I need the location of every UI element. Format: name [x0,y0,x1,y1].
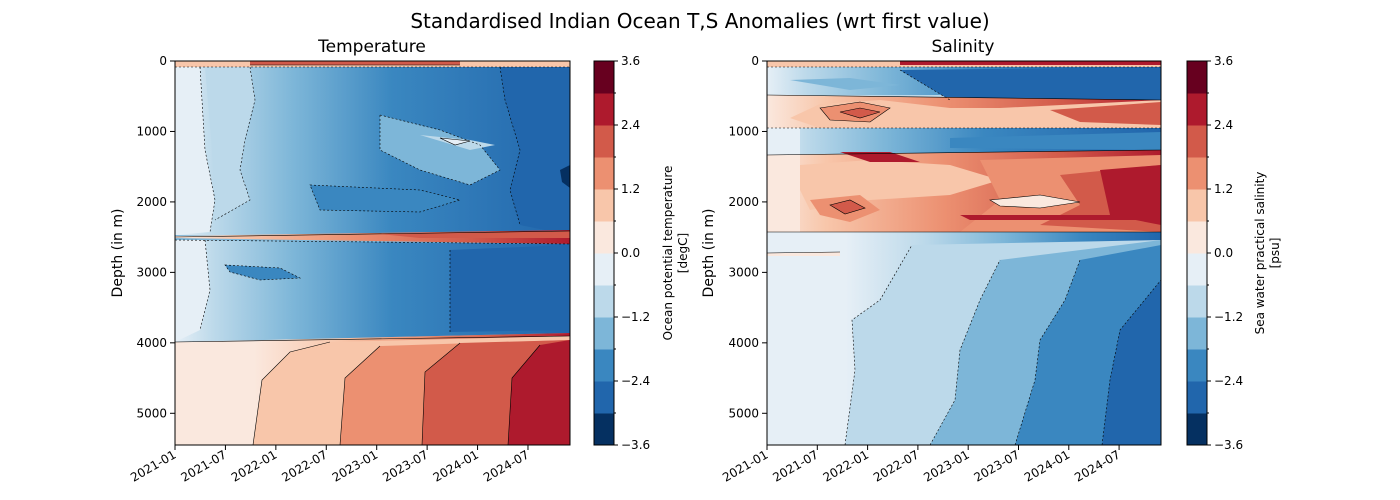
figure-title: Standardised Indian Ocean T,S Anomalies … [410,9,989,33]
salinity-y-axis: 0 1000 2000 3000 4000 5000 [728,54,767,420]
colorbar-segment [1187,285,1207,318]
x-tick-label: 2023-01 [330,447,380,484]
x-tick-label: 2021-07 [179,447,229,484]
temperature-title: Temperature [317,37,426,57]
salinity-colorbar-label-line2: [psu] [1268,238,1282,269]
y-tick-label: 5000 [728,406,759,420]
colorbar-tick-label: 1.2 [1214,182,1233,196]
colorbar-segment [594,349,614,382]
colorbar-segment [1187,413,1207,446]
temperature-colorbar-label-line2: [degC] [676,233,690,273]
salinity-ylabel: Depth (in m) [701,209,717,298]
colorbar-tick-label: −1.2 [1214,310,1243,324]
x-tick-label: 2022-01 [821,447,871,484]
colorbar-tick-label: 3.6 [621,54,640,68]
colorbar-tick-label: 1.2 [621,182,640,196]
colorbar-segment [594,253,614,286]
colorbar-segment [594,93,614,126]
temperature-panel: Temperature [110,37,571,485]
colorbar-segment [594,381,614,414]
colorbar-tick-label: 0.0 [1214,246,1233,260]
x-tick-label: 2023-07 [972,447,1022,484]
x-tick-label: 2024-01 [1022,447,1072,484]
y-tick-label: 4000 [728,336,759,350]
salinity-title: Salinity [932,37,995,57]
temperature-y-axis: 0 1000 2000 3000 4000 5000 [136,54,175,420]
y-tick-label: 1000 [728,124,759,138]
colorbar-segment [594,413,614,446]
colorbar-tick-label: −3.6 [1214,438,1243,452]
y-tick-label: 2000 [136,195,167,209]
x-tick-label: 2021-07 [770,447,820,484]
temperature-ylabel: Depth (in m) [110,209,126,298]
x-tick-label: 2022-07 [279,447,329,484]
y-tick-label: 3000 [728,265,759,279]
salinity-colorbar-label-line1: Sea water practical salinity [1253,172,1267,335]
salinity-contour-field [766,61,1162,446]
colorbar-segment [1187,253,1207,286]
colorbar-segment [594,189,614,222]
colorbar-segment [594,285,614,318]
colorbar-tick-label: 0.0 [621,246,640,260]
salinity-colorbar: 3.6 2.4 1.2 0.0 −1.2 −2.4 −3.6 [1186,54,1243,452]
y-tick-label: 5000 [136,406,167,420]
colorbar-segment [594,157,614,190]
colorbar-segment [1187,317,1207,350]
colorbar-segment [1187,189,1207,222]
salinity-x-axis: 2021-01 2021-07 2022-01 2022-07 2023-01 2023-… [720,445,1123,485]
x-tick-label: 2023-01 [921,447,971,484]
y-tick-label: 0 [751,54,759,68]
x-tick-label: 2023-07 [380,447,430,484]
y-tick-label: 0 [159,54,167,68]
colorbar-segment [1187,221,1207,254]
y-tick-label: 2000 [728,195,759,209]
colorbar-tick-label: 2.4 [1214,118,1233,132]
x-tick-label: 2021-01 [128,447,178,484]
colorbar-tick-label: 3.6 [1214,54,1233,68]
colorbar-segment [1187,157,1207,190]
colorbar-segment [594,221,614,254]
colorbar-tick-label: −2.4 [621,374,650,388]
x-tick-label: 2024-01 [431,447,481,484]
colorbar-segment [1187,93,1207,126]
colorbar-segment [594,317,614,350]
colorbar-segment [1187,61,1207,94]
temperature-colorbar: 3.6 2.4 1.2 0.0 −1.2 −2.4 −3.6 [593,54,650,452]
colorbar-segment [1187,381,1207,414]
temperature-x-axis: 2021-01 2021-07 2022-01 2022-07 2023-01 2023-… [128,445,531,485]
colorbar-segment [594,125,614,158]
colorbar-segment [1187,125,1207,158]
colorbar-tick-label: −2.4 [1214,374,1243,388]
colorbar-tick-label: −3.6 [621,438,650,452]
colorbar-tick-label: −1.2 [621,310,650,324]
x-tick-label: 2024-07 [1072,447,1122,484]
temperature-contour-field [174,61,571,446]
y-tick-label: 4000 [136,336,167,350]
colorbar-segment [1187,349,1207,382]
x-tick-label: 2024-07 [481,447,531,484]
x-tick-label: 2021-01 [720,447,770,484]
y-tick-label: 1000 [136,124,167,138]
x-tick-label: 2022-07 [871,447,921,484]
colorbar-segment [594,61,614,94]
salinity-axes-frame [766,60,1162,446]
x-tick-label: 2022-01 [229,447,279,484]
y-tick-label: 3000 [136,265,167,279]
colorbar-tick-label: 2.4 [621,118,640,132]
temperature-colorbar-label-line1: Ocean potential temperature [661,166,675,341]
salinity-panel: Salinity [701,37,1162,485]
temperature-axes-frame [174,60,571,446]
